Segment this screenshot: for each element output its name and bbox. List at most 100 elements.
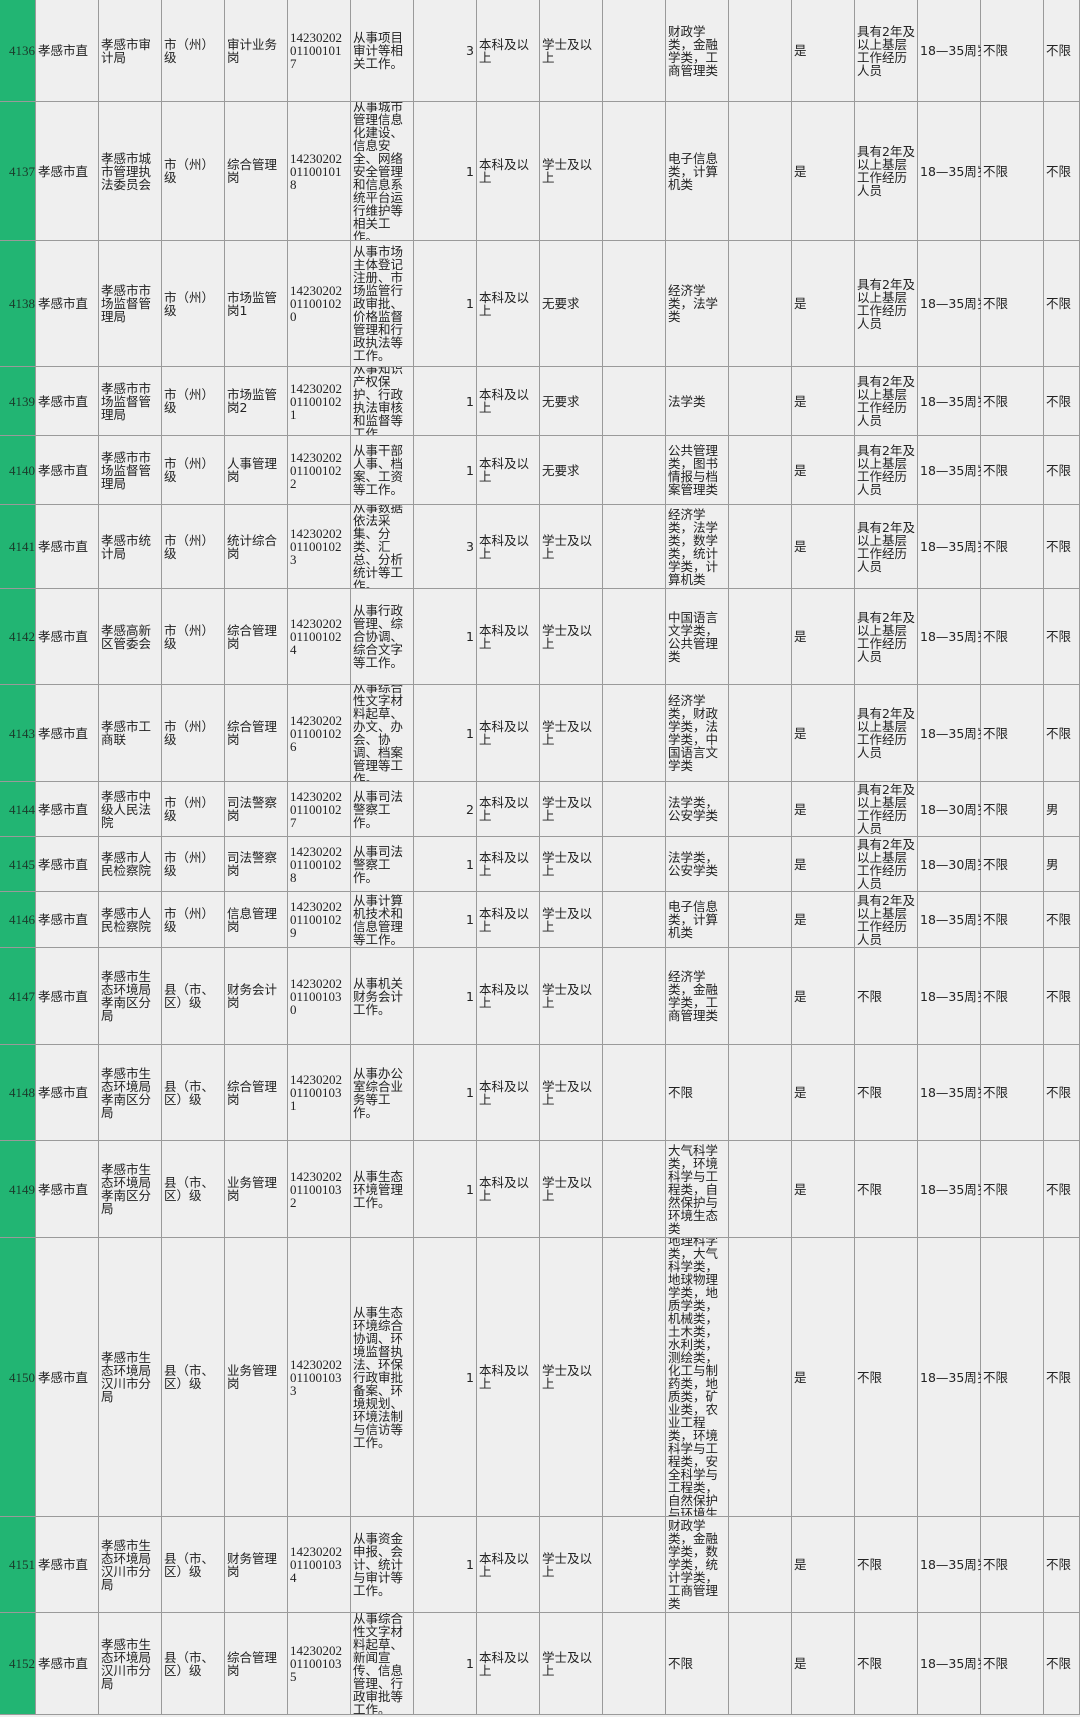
cell-blank bbox=[603, 1238, 666, 1517]
cell-department: 孝感市审计局 bbox=[99, 0, 162, 102]
cell-major: 法学类，公安学类 bbox=[666, 837, 729, 892]
cell-other: 不限 bbox=[981, 837, 1044, 892]
department-text: 孝感市市场监督管理局 bbox=[101, 449, 152, 491]
cell-blank bbox=[729, 589, 792, 685]
cell-headcount: 3 bbox=[414, 0, 477, 102]
cell-blank bbox=[729, 367, 792, 436]
department-text: 孝感市市场监督管理局 bbox=[101, 380, 152, 422]
cell-other: 不限 bbox=[981, 102, 1044, 241]
position-text: 综合管理岗 bbox=[227, 719, 278, 747]
cell-major: 经济学类，财政学类，法学类，中国语言文学类 bbox=[666, 685, 729, 782]
description-text: 从事综合性文字材料起草、新闻宣传、信息管理、行政审批等工作。 bbox=[353, 1613, 404, 1715]
cell-position-code: 14230202011001027 bbox=[288, 782, 351, 837]
position-code-text: 14230202011001020 bbox=[290, 283, 342, 324]
flag-text: 是 bbox=[794, 296, 807, 311]
cell-degree: 无要求 bbox=[540, 367, 603, 436]
other-text: 不限 bbox=[983, 629, 1009, 644]
cell-experience: 不限 bbox=[855, 1517, 918, 1613]
degree-text: 学士及以上 bbox=[542, 1078, 593, 1107]
experience-text: 不限 bbox=[857, 988, 883, 1004]
cell-level: 市（州）级 bbox=[162, 892, 225, 948]
cell-department: 孝感市中级人民法院 bbox=[99, 782, 162, 837]
cell-level: 市（州）级 bbox=[162, 241, 225, 367]
cell-headcount: 2 bbox=[414, 782, 477, 837]
cell-position-code: 14230202011001031 bbox=[288, 1045, 351, 1141]
level-text: 市（州）级 bbox=[164, 622, 215, 651]
cell-region: 孝感市直 bbox=[36, 892, 99, 948]
cell-headcount: 1 bbox=[414, 1045, 477, 1141]
cell-major: 公共管理类，图书情报与档案管理类 bbox=[666, 436, 729, 505]
cell-headcount: 1 bbox=[414, 948, 477, 1045]
cell-description: 从事城市管理信息化建设、信息安全、网络安全管理和信息系统平台运行维护等相关工作。 bbox=[351, 102, 414, 241]
region-text: 孝感市直 bbox=[38, 462, 89, 478]
cell-description: 从事生态环境管理工作。 bbox=[351, 1141, 414, 1238]
cell-level: 县（市、区）级 bbox=[162, 1517, 225, 1613]
level-text: 市（州）级 bbox=[164, 456, 215, 484]
cell-gender: 不限 bbox=[1044, 948, 1080, 1045]
cell-flag: 是 bbox=[792, 685, 855, 782]
position-text: 综合管理岗 bbox=[227, 1078, 278, 1107]
flag-text: 是 bbox=[794, 912, 807, 927]
cell-age: 18—35周岁 bbox=[918, 1613, 989, 1715]
cell-experience: 具有2年及以上基层工作经历人员 bbox=[855, 892, 918, 948]
cell-description: 从事行政管理、综合协调、综合文字等工作。 bbox=[351, 589, 414, 685]
cell-gender: 不限 bbox=[1044, 102, 1080, 241]
cell-gender: 不限 bbox=[1044, 367, 1080, 436]
cell-experience: 不限 bbox=[855, 948, 918, 1045]
cell-gender: 不限 bbox=[1044, 892, 1080, 948]
position-code-text: 14230202011001026 bbox=[290, 712, 342, 754]
cell-major: 中国语言文学类，公共管理类 bbox=[666, 589, 729, 685]
level-text: 市（州）级 bbox=[164, 532, 215, 561]
cell-education: 本科及以上 bbox=[477, 102, 540, 241]
department-text: 孝感市中级人民法院 bbox=[101, 788, 152, 830]
level-text: 县（市、区）级 bbox=[164, 1550, 215, 1579]
cell-major: 财政学类，金融学类，数学类，统计学类，工商管理类 bbox=[666, 1517, 729, 1613]
cell-experience: 具有2年及以上基层工作经历人员 bbox=[855, 505, 918, 589]
row-id-text: 4152 bbox=[9, 1656, 35, 1671]
cell-department: 孝感市工商联 bbox=[99, 685, 162, 782]
cell-education: 本科及以上 bbox=[477, 1238, 540, 1517]
cell-blank bbox=[603, 589, 666, 685]
cell-education: 本科及以上 bbox=[477, 589, 540, 685]
cell-major: 经济学类，法学类 bbox=[666, 241, 729, 367]
cell-headcount: 1 bbox=[414, 367, 477, 436]
age-text: 18—35周岁 bbox=[920, 393, 990, 409]
cell-blank bbox=[729, 837, 792, 892]
age-text: 18—30周岁 bbox=[920, 801, 990, 817]
region-text: 孝感市直 bbox=[38, 912, 89, 927]
cell-experience: 具有2年及以上基层工作经历人员 bbox=[855, 589, 918, 685]
cell-other: 不限 bbox=[981, 782, 1044, 837]
description-text: 从事数据依法采集、分类、汇总、分析统计等工作。 bbox=[353, 505, 404, 589]
cell-row-id: 4149 bbox=[0, 1141, 36, 1238]
experience-text: 具有2年及以上基层工作经历人员 bbox=[857, 519, 915, 574]
cell-department: 孝感市生态环境局汉川市分局 bbox=[99, 1517, 162, 1613]
cell-level: 县（市、区）级 bbox=[162, 1613, 225, 1715]
level-text: 县（市、区）级 bbox=[164, 1649, 215, 1678]
cell-flag: 是 bbox=[792, 0, 855, 102]
cell-blank bbox=[603, 837, 666, 892]
experience-text: 具有2年及以上基层工作经历人员 bbox=[857, 144, 915, 198]
cell-age: 18—30周岁 bbox=[918, 782, 989, 837]
row-id-text: 4143 bbox=[9, 725, 35, 741]
cell-education: 本科及以上 bbox=[477, 436, 540, 505]
row-id-text: 4151 bbox=[9, 1557, 35, 1572]
cell-row-id: 4136 bbox=[0, 0, 36, 102]
other-text: 不限 bbox=[983, 539, 1009, 554]
cell-department: 孝感高新区管委会 bbox=[99, 589, 162, 685]
cell-headcount: 1 bbox=[414, 685, 477, 782]
flag-text: 是 bbox=[794, 1369, 807, 1385]
cell-position-code: 14230202011001021 bbox=[288, 367, 351, 436]
cell-position: 综合管理岗 bbox=[225, 102, 288, 241]
position-text: 财务会计岗 bbox=[227, 982, 278, 1010]
flag-text: 是 bbox=[794, 539, 807, 554]
position-code-text: 14230202011001029 bbox=[290, 899, 342, 940]
cell-flag: 是 bbox=[792, 241, 855, 367]
cell-row-id: 4141 bbox=[0, 505, 36, 589]
experience-text: 不限 bbox=[857, 1085, 883, 1100]
cell-flag: 是 bbox=[792, 1613, 855, 1715]
cell-flag: 是 bbox=[792, 589, 855, 685]
department-text: 孝感市生态环境局孝南区分局 bbox=[101, 1065, 152, 1120]
headcount-text: 1 bbox=[466, 462, 474, 478]
region-text: 孝感市直 bbox=[38, 725, 89, 741]
headcount-text: 1 bbox=[466, 296, 474, 311]
